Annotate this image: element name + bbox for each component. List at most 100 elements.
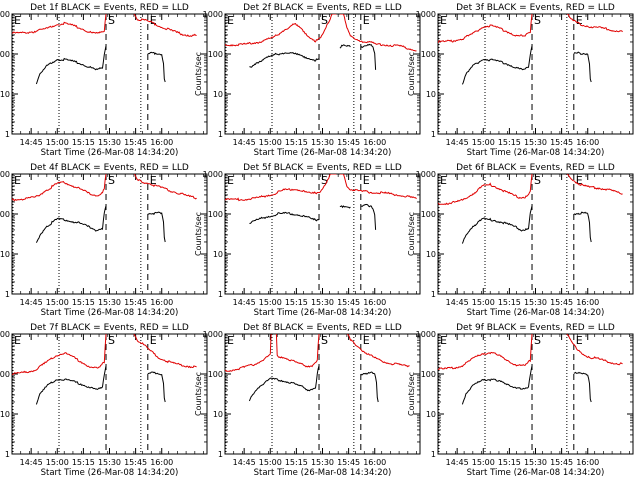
panel-det-9: Det 9f BLACK = Events, RED = LLD 1 10 100 10… [407, 323, 634, 478]
panel-det-4: Det 4f BLACK = Events, RED = LLD 1 10 100 10… [0, 163, 208, 318]
plot-frame [224, 333, 421, 455]
marker-label-e: E [227, 174, 234, 187]
y-axis-label: Counts/sec [407, 212, 416, 256]
marker-label-e: E [576, 334, 583, 347]
y-tick-label: 1 [5, 290, 10, 299]
marker-label-s: S [534, 14, 541, 27]
series-black-segment-1 [573, 371, 592, 403]
y-tick-label: 10 [0, 410, 10, 419]
x-tick-label: 15:30 [311, 298, 334, 307]
x-tick-label: 15:00 [46, 138, 69, 147]
marker-label-e: E [363, 174, 370, 187]
series-black-segment-1 [339, 44, 351, 49]
series-black-segment-1 [147, 211, 166, 243]
x-tick-label: 15:15 [498, 298, 521, 307]
x-tick-label: 14:45 [20, 138, 43, 147]
marker-label-e: E [363, 334, 370, 347]
x-tick-label: 14:45 [446, 458, 469, 467]
x-tick-label: 15:30 [524, 458, 547, 467]
series-red-segment-1 [566, 334, 623, 366]
series-red-segment-1 [339, 14, 417, 52]
x-tick-label: 15:45 [550, 298, 573, 307]
x-tick-label: 15:45 [124, 298, 147, 307]
marker-label-s: S [108, 14, 115, 27]
y-tick-label: 100 [421, 370, 436, 379]
y-tick-label: 1 [431, 130, 436, 139]
series-black-segment-1 [147, 51, 166, 83]
series-black-segment-0 [249, 211, 320, 225]
series-group [225, 14, 417, 70]
x-axis-label: Start Time (26-Mar-08 14:34:20) [41, 308, 179, 318]
x-tick-label: 15:30 [524, 298, 547, 307]
x-tick-label: 15:45 [337, 458, 360, 467]
plot-frame [224, 173, 421, 295]
x-tick-label: 15:00 [46, 298, 69, 307]
y-axis-label: Counts/sec [194, 372, 203, 416]
x-axis-label: Start Time (26-Mar-08 14:34:20) [467, 148, 605, 158]
y-tick-label: 10 [426, 410, 436, 419]
panel-det-5: Det 5f BLACK = Events, RED = LLD 1 10 100 10… [194, 163, 421, 318]
series-red-segment-0 [225, 14, 337, 47]
marker-label-e: E [576, 174, 583, 187]
x-axis-label: Start Time (26-Mar-08 14:34:20) [467, 308, 605, 318]
series-red-segment-1 [133, 174, 197, 200]
series-red-segment-0 [438, 334, 533, 370]
x-tick-label: 15:00 [472, 298, 495, 307]
series-red-segment-0 [12, 334, 107, 376]
marker-label-s: S [321, 14, 328, 27]
panel-det-7: Det 7f BLACK = Events, RED = LLD 1 10 100 10… [0, 323, 208, 478]
series-group [12, 14, 197, 85]
x-tick-label: 16:00 [150, 138, 173, 147]
x-tick-label: 15:30 [524, 138, 547, 147]
y-tick-label: 1000 [203, 10, 223, 19]
plot-frame [11, 333, 208, 455]
marker-label-e: E [14, 174, 21, 187]
x-tick-label: 15:00 [259, 458, 282, 467]
panel-title: Det 9f BLACK = Events, RED = LLD [456, 323, 615, 333]
x-tick-label: 15:15 [285, 458, 308, 467]
x-tick-label: 14:45 [446, 138, 469, 147]
panel-title: Det 7f BLACK = Events, RED = LLD [30, 323, 189, 333]
series-black-segment-1 [573, 51, 592, 83]
x-tick-label: 15:00 [46, 458, 69, 467]
series-red-segment-1 [133, 14, 197, 38]
y-tick-label: 1000 [416, 10, 436, 19]
series-group [438, 14, 623, 85]
x-axis-label: Start Time (26-Mar-08 14:34:20) [41, 468, 179, 478]
y-tick-label: 100 [0, 210, 10, 219]
y-tick-label: 1 [218, 130, 223, 139]
y-tick-label: 10 [0, 90, 10, 99]
panel-title: Det 5f BLACK = Events, RED = LLD [243, 163, 402, 173]
marker-label-e: E [150, 174, 157, 187]
series-black-segment-2 [360, 43, 377, 70]
x-tick-label: 14:45 [233, 298, 256, 307]
y-axis-label: Counts/sec [407, 52, 416, 96]
x-tick-label: 16:00 [363, 298, 386, 307]
y-tick-label: 10 [426, 90, 436, 99]
series-red-segment-1 [566, 14, 623, 33]
x-tick-label: 16:00 [576, 138, 599, 147]
x-tick-label: 15:15 [72, 138, 95, 147]
plot-frame [437, 333, 634, 455]
plot-frame [224, 13, 421, 135]
y-tick-label: 1000 [203, 170, 223, 179]
marker-label-e: E [227, 334, 234, 347]
y-tick-label: 100 [421, 50, 436, 59]
y-tick-label: 100 [421, 210, 436, 219]
x-tick-label: 15:15 [285, 298, 308, 307]
panel-title: Det 6f BLACK = Events, RED = LLD [456, 163, 615, 173]
x-tick-label: 15:15 [498, 458, 521, 467]
y-tick-label: 10 [0, 250, 10, 259]
x-tick-label: 16:00 [363, 458, 386, 467]
series-black-segment-0 [461, 365, 533, 405]
marker-label-s: S [108, 334, 115, 347]
marker-label-s: S [321, 174, 328, 187]
y-tick-label: 1 [431, 290, 436, 299]
x-axis-label: Start Time (26-Mar-08 14:34:20) [254, 468, 392, 478]
y-tick-label: 1 [218, 450, 223, 459]
x-tick-label: 15:45 [337, 138, 360, 147]
x-tick-label: 15:00 [472, 458, 495, 467]
x-tick-label: 15:15 [72, 458, 95, 467]
y-tick-label: 1000 [416, 170, 436, 179]
